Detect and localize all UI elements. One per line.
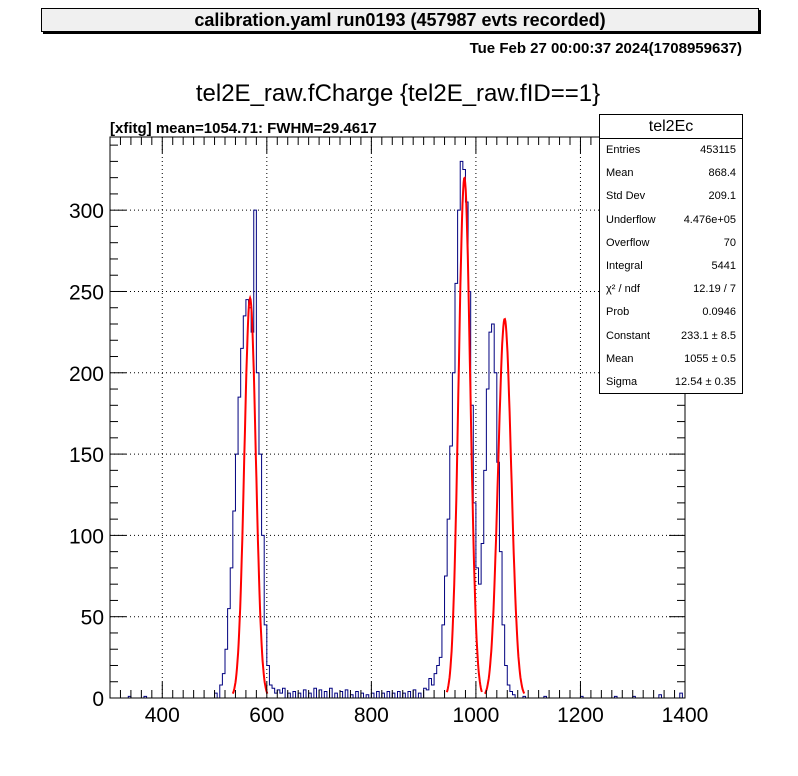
stats-label: Prob — [606, 306, 630, 319]
stats-label: Entries — [606, 144, 641, 156]
grid — [110, 137, 685, 698]
stats-value: 1055 ± 0.5 — [684, 352, 736, 365]
fit-curve — [231, 176, 526, 695]
stats-value: 868.4 — [708, 167, 736, 180]
stats-rows: Entries 453115 Mean 868.4 Std Dev 209.1 Underf… — [600, 139, 742, 394]
stats-row: χ² / ndf 12.19 / 7 — [600, 278, 742, 301]
stats-value: 209.1 — [708, 190, 736, 203]
fit-peak — [231, 294, 269, 694]
header-title: calibration.yaml run0193 (457987 evts re… — [194, 9, 606, 30]
y-tick-label: 200 — [69, 363, 104, 386]
x-tick-label: 1200 — [557, 704, 604, 727]
histogram-bin — [249, 308, 252, 698]
y-tick-label: 300 — [69, 200, 104, 223]
stats-value: 453115 — [700, 144, 736, 156]
stats-row: Prob 0.0946 — [600, 301, 742, 324]
stats-row: Mean 868.4 — [600, 162, 742, 185]
y-tick-label: 50 — [81, 607, 104, 630]
x-tick-label: 400 — [145, 704, 180, 727]
timestamp: Tue Feb 27 00:00:37 2024(1708959637) — [469, 40, 742, 57]
stats-label: Integral — [606, 259, 643, 272]
plot-frame — [109, 136, 686, 699]
stats-row: Underflow 4.476e+05 — [600, 209, 742, 232]
fit-peak — [445, 176, 483, 693]
stats-label: Sigma — [606, 375, 638, 388]
axis-ticks: 400 600 800 1000 1200 1400 0 50 100 150 200 250 300 — [69, 137, 708, 727]
stats-value: 12.19 / 7 — [693, 283, 736, 296]
x-tick-label: 1000 — [453, 704, 500, 727]
stats-row: Constant 233.1 ± 8.5 — [600, 325, 742, 348]
y-tick-label: 100 — [69, 525, 104, 548]
stats-label: Mean — [606, 167, 634, 180]
stats-value: 233.1 ± 8.5 — [681, 329, 736, 342]
y-tick-label: 250 — [69, 281, 104, 304]
stats-label: Underflow — [606, 213, 656, 226]
stats-title: tel2Ec — [600, 115, 742, 139]
stats-label: χ² / ndf — [606, 283, 640, 296]
stats-value: 4.476e+05 — [683, 213, 736, 226]
stats-row: Sigma 12.54 ± 0.35 — [600, 371, 742, 394]
chart-subtitle: [xfitg] mean=1054.71: FWHM=29.4617 — [110, 120, 377, 137]
y-tick-label: 150 — [69, 444, 104, 467]
stats-box: tel2Ec Entries 453115 Mean 868.4 Std Dev 209.… — [599, 114, 743, 394]
stats-value: 12.54 ± 0.35 — [674, 375, 736, 388]
stats-row: Integral 5441 — [600, 255, 742, 278]
y-tick-label: 0 — [92, 688, 104, 711]
stats-value: 5441 — [711, 259, 736, 272]
fit-peak — [484, 317, 526, 695]
stats-label: Mean — [606, 352, 634, 365]
stats-label: Overflow — [606, 236, 650, 249]
stats-row: Mean 1055 ± 0.5 — [600, 348, 742, 371]
stats-label: Constant — [606, 329, 651, 342]
stats-value: 70 — [723, 236, 736, 249]
stats-value: 0.0946 — [702, 306, 736, 319]
stats-row: Entries 453115 — [600, 139, 742, 162]
histogram-bin — [426, 690, 429, 698]
x-tick-label: 600 — [249, 704, 284, 727]
stats-row: Std Dev 209.1 — [600, 185, 742, 208]
x-tick-label: 1400 — [662, 704, 709, 727]
stats-label: Std Dev — [606, 190, 646, 203]
chart-title: tel2E_raw.fCharge {tel2E_raw.fID==1} — [196, 80, 600, 107]
histogram-bin — [280, 693, 283, 698]
header-title-box: calibration.yaml run0193 (457987 evts re… — [41, 8, 759, 32]
histogram-bin — [463, 170, 466, 698]
x-tick-label: 800 — [354, 704, 389, 727]
stats-row: Overflow 70 — [600, 232, 742, 255]
